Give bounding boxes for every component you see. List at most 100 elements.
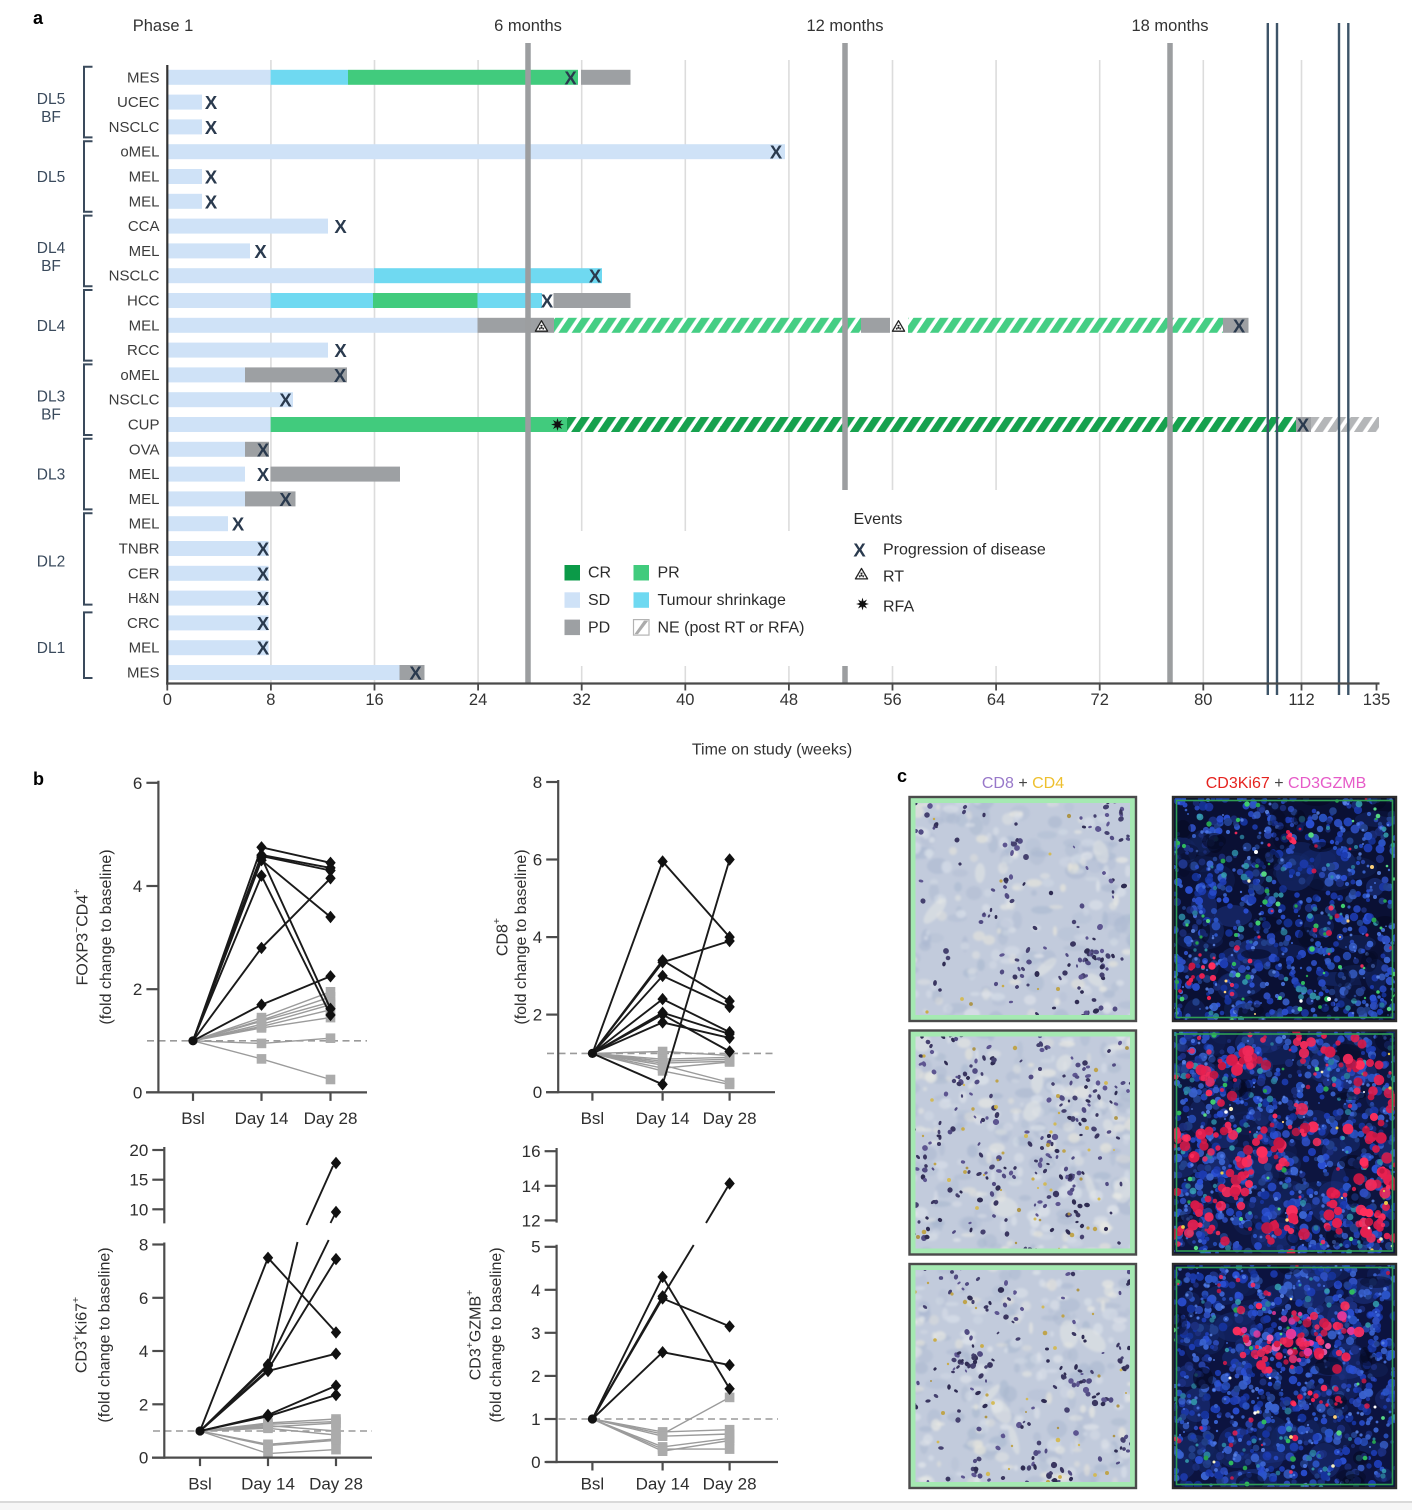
- svg-text:X: X: [257, 439, 270, 460]
- svg-text:X: X: [564, 67, 577, 88]
- svg-text:3: 3: [531, 1324, 540, 1343]
- svg-text:RT: RT: [883, 569, 904, 586]
- svg-text:X: X: [279, 390, 292, 411]
- svg-text:18 months: 18 months: [1131, 17, 1208, 35]
- svg-text:CR: CR: [588, 565, 611, 582]
- svg-text:X: X: [257, 563, 270, 584]
- svg-text:NSCLC: NSCLC: [109, 268, 160, 285]
- svg-text:6: 6: [139, 1289, 148, 1308]
- svg-text:DL4: DL4: [37, 318, 66, 335]
- svg-text:72: 72: [1091, 691, 1109, 709]
- svg-text:NSCLC: NSCLC: [109, 392, 160, 409]
- svg-text:6: 6: [133, 774, 142, 793]
- svg-text:X: X: [279, 489, 292, 510]
- svg-text:X: X: [205, 92, 218, 113]
- svg-text:16: 16: [522, 1142, 541, 1161]
- svg-text:X: X: [257, 613, 270, 634]
- svg-text:DL5: DL5: [37, 169, 65, 186]
- svg-text:64: 64: [987, 691, 1005, 709]
- svg-text:Bsl: Bsl: [188, 1475, 212, 1494]
- svg-text:c: c: [897, 766, 907, 786]
- svg-text:Day 28: Day 28: [304, 1109, 358, 1128]
- svg-text:DL3: DL3: [37, 389, 65, 406]
- svg-text:oMEL: oMEL: [120, 367, 159, 384]
- svg-text:Day 28: Day 28: [703, 1475, 757, 1494]
- svg-text:X: X: [409, 663, 422, 684]
- svg-text:X: X: [1233, 315, 1246, 336]
- svg-text:X: X: [541, 291, 554, 312]
- svg-text:10: 10: [129, 1200, 148, 1219]
- svg-text:OVA: OVA: [129, 441, 160, 458]
- svg-text:RFA: RFA: [883, 599, 914, 616]
- svg-text:Bsl: Bsl: [181, 1109, 205, 1128]
- svg-text:(fold change to baseline): (fold change to baseline): [98, 849, 115, 1024]
- svg-text:0: 0: [533, 1083, 542, 1102]
- svg-text:X: X: [257, 464, 270, 485]
- svg-text:MES: MES: [127, 69, 160, 86]
- svg-text:Day 14: Day 14: [636, 1109, 690, 1128]
- svg-text:CCA: CCA: [128, 218, 160, 235]
- svg-text:X: X: [205, 167, 218, 188]
- svg-text:8: 8: [139, 1236, 148, 1255]
- svg-text:Progression of disease: Progression of disease: [883, 542, 1046, 559]
- svg-text:H&N: H&N: [128, 590, 160, 607]
- svg-text:DL3: DL3: [37, 467, 65, 484]
- svg-text:MEL: MEL: [129, 491, 160, 508]
- svg-text:PD: PD: [588, 619, 610, 636]
- svg-text:MEL: MEL: [129, 466, 160, 483]
- svg-text:X: X: [853, 540, 866, 561]
- svg-text:DL4: DL4: [37, 240, 66, 257]
- svg-text:8: 8: [266, 691, 275, 709]
- svg-text:FOXP3−CD4+: FOXP3−CD4+: [71, 889, 92, 986]
- svg-text:b: b: [33, 769, 44, 789]
- svg-text:8: 8: [533, 773, 542, 792]
- svg-text:2: 2: [531, 1367, 540, 1386]
- svg-text:X: X: [205, 117, 218, 138]
- svg-text:0: 0: [139, 1449, 148, 1468]
- svg-text:MEL: MEL: [129, 640, 160, 657]
- svg-text:0: 0: [133, 1083, 142, 1102]
- svg-text:HCC: HCC: [127, 293, 160, 310]
- svg-text:Day 14: Day 14: [235, 1109, 289, 1128]
- svg-text:MEL: MEL: [129, 516, 160, 533]
- svg-text:CUP: CUP: [128, 417, 160, 434]
- svg-text:X: X: [205, 191, 218, 212]
- svg-text:MEL: MEL: [129, 317, 160, 334]
- svg-text:CD3+GZMB+: CD3+GZMB+: [464, 1290, 485, 1381]
- svg-text:0: 0: [531, 1453, 540, 1472]
- svg-text:Day 28: Day 28: [703, 1109, 757, 1128]
- svg-text:MES: MES: [127, 665, 160, 682]
- svg-text:2: 2: [133, 980, 142, 999]
- svg-text:CD8+: CD8+: [491, 918, 512, 956]
- svg-text:CRC: CRC: [127, 615, 160, 632]
- svg-text:X: X: [257, 539, 270, 560]
- svg-text:2: 2: [533, 1006, 542, 1025]
- svg-text:CD3+Ki67+: CD3+Ki67+: [70, 1297, 91, 1373]
- svg-text:NSCLC: NSCLC: [109, 119, 160, 136]
- svg-text:Bsl: Bsl: [581, 1109, 605, 1128]
- svg-text:a: a: [33, 8, 44, 28]
- svg-text:2: 2: [139, 1395, 148, 1414]
- svg-text:CD3Ki67 + CD3GZMB: CD3Ki67 + CD3GZMB: [1206, 775, 1367, 792]
- svg-text:Day 14: Day 14: [636, 1475, 690, 1494]
- svg-text:Tumour shrinkage: Tumour shrinkage: [658, 592, 786, 609]
- svg-text:112: 112: [1288, 691, 1314, 709]
- svg-text:(fold change to baseline): (fold change to baseline): [488, 1247, 505, 1422]
- svg-text:X: X: [334, 365, 347, 386]
- svg-text:12: 12: [522, 1211, 541, 1230]
- svg-text:4: 4: [139, 1342, 148, 1361]
- svg-text:oMEL: oMEL: [120, 144, 159, 161]
- svg-text:NE (post RT or RFA): NE (post RT or RFA): [658, 619, 805, 636]
- svg-text:Time on study (weeks): Time on study (weeks): [692, 742, 852, 759]
- svg-text:24: 24: [469, 691, 487, 709]
- svg-text:5: 5: [531, 1238, 540, 1257]
- svg-text:Bsl: Bsl: [581, 1475, 605, 1494]
- svg-text:Phase 1: Phase 1: [133, 17, 194, 35]
- svg-text:0: 0: [163, 691, 172, 709]
- svg-text:X: X: [1297, 415, 1310, 436]
- svg-text:RCC: RCC: [127, 342, 160, 359]
- svg-text:UCEC: UCEC: [117, 94, 160, 111]
- svg-text:X: X: [257, 638, 270, 659]
- svg-text:20: 20: [129, 1141, 148, 1160]
- svg-text:DL2: DL2: [37, 553, 65, 570]
